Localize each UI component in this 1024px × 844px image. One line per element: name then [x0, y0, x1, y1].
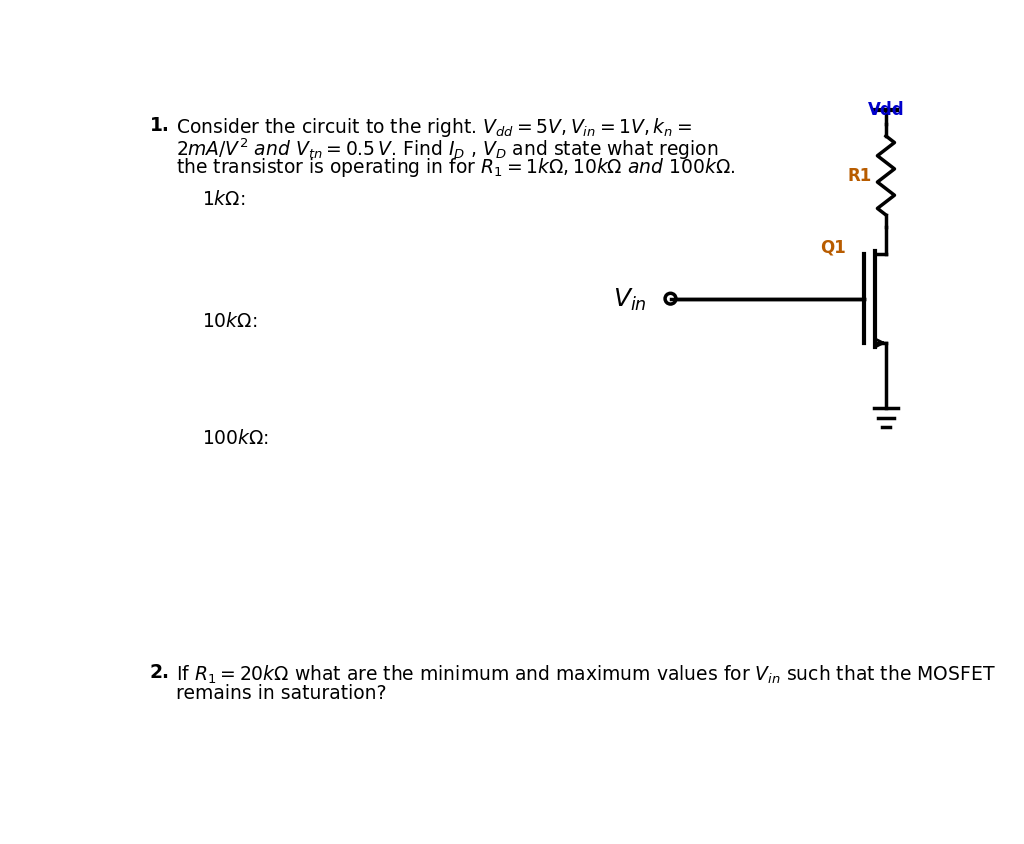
Text: $100k\Omega$:: $100k\Omega$: [202, 428, 268, 447]
Text: Q1: Q1 [820, 239, 846, 257]
Text: $V_{in}$: $V_{in}$ [613, 286, 647, 312]
Text: 2.: 2. [150, 663, 170, 682]
Text: Vdd: Vdd [867, 101, 904, 119]
Text: If $R_1 = 20k\Omega$ what are the minimum and maximum values for $V_{in}$ such t: If $R_1 = 20k\Omega$ what are the minimu… [176, 663, 995, 685]
Text: R1: R1 [848, 167, 872, 185]
Text: remains in saturation?: remains in saturation? [176, 683, 386, 701]
Text: 1.: 1. [150, 116, 170, 135]
Text: $1k\Omega$:: $1k\Omega$: [202, 190, 245, 208]
Text: Consider the circuit to the right. $V_{dd} = 5V, V_{in} = 1V, k_n =$: Consider the circuit to the right. $V_{d… [176, 116, 692, 139]
Text: the transistor is operating in for $R_1 = 1k\Omega, 10k\Omega$ $and$ $100k\Omega: the transistor is operating in for $R_1 … [176, 156, 735, 179]
Text: $10k\Omega$:: $10k\Omega$: [202, 311, 257, 330]
Text: $2mA/V^2$ $and$ $V_{tn} = 0.5\,V$. Find $I_D$ , $V_D$ and state what region: $2mA/V^2$ $and$ $V_{tn} = 0.5\,V$. Find … [176, 136, 719, 161]
